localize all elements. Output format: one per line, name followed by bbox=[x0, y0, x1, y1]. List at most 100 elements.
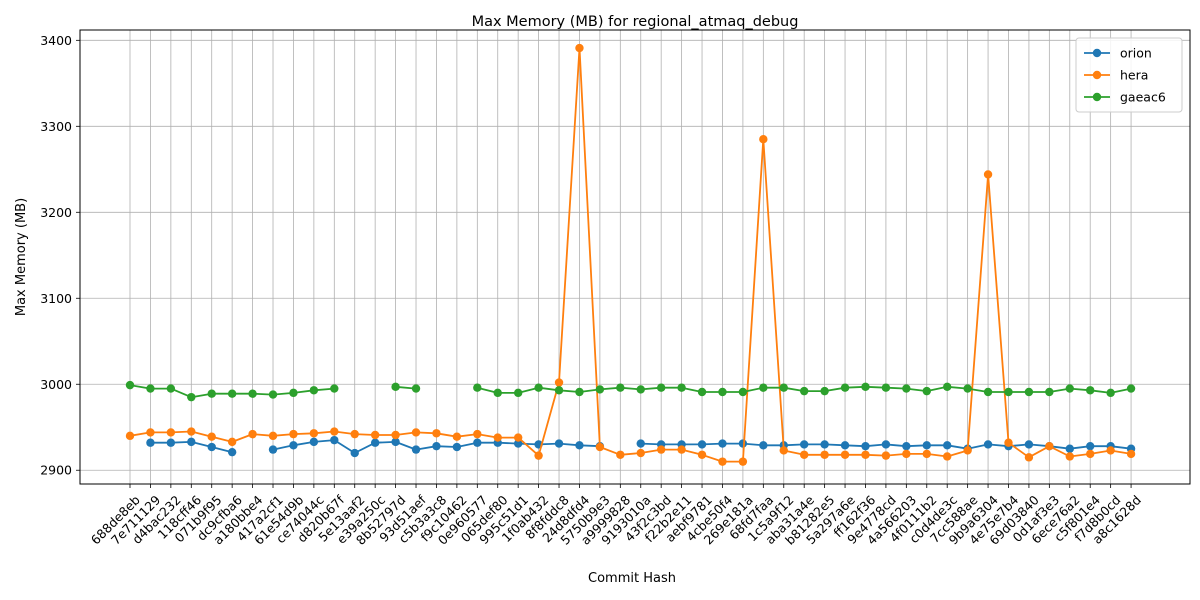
data-point bbox=[1024, 453, 1034, 462]
data-point bbox=[452, 442, 462, 452]
y-tick-label: 2900 bbox=[40, 463, 72, 478]
data-point bbox=[840, 383, 850, 392]
data-point bbox=[166, 438, 176, 447]
data-point bbox=[861, 450, 870, 459]
data-point bbox=[922, 386, 931, 396]
data-point bbox=[1065, 444, 1074, 453]
data-point bbox=[513, 439, 523, 448]
data-point bbox=[554, 378, 564, 387]
data-point bbox=[146, 428, 155, 437]
y-tick-label: 3000 bbox=[40, 377, 72, 392]
data-point bbox=[759, 383, 768, 392]
data-point bbox=[309, 386, 319, 395]
data-point bbox=[656, 383, 666, 392]
data-point bbox=[187, 427, 196, 436]
data-point bbox=[881, 440, 891, 449]
data-point bbox=[983, 440, 993, 449]
data-point bbox=[289, 441, 298, 450]
legend-swatch-marker bbox=[1092, 48, 1102, 58]
legend-box bbox=[1075, 37, 1183, 113]
data-point bbox=[248, 429, 257, 439]
legend-label: hera bbox=[1120, 68, 1148, 83]
data-point bbox=[840, 441, 850, 450]
data-point bbox=[1024, 440, 1034, 449]
data-point bbox=[187, 392, 196, 402]
data-point bbox=[922, 441, 931, 450]
data-point bbox=[534, 383, 543, 392]
data-point bbox=[411, 445, 421, 454]
data-point bbox=[146, 438, 155, 447]
data-point bbox=[575, 387, 584, 397]
y-tick-label: 3200 bbox=[40, 205, 72, 220]
data-point bbox=[391, 437, 400, 447]
data-point bbox=[1086, 441, 1095, 451]
data-point bbox=[738, 457, 748, 466]
legend-label: orion bbox=[1120, 46, 1152, 61]
data-point bbox=[922, 449, 931, 459]
data-point bbox=[779, 383, 788, 392]
data-point bbox=[779, 446, 788, 455]
data-point bbox=[227, 389, 237, 398]
data-point bbox=[799, 440, 809, 449]
data-point bbox=[616, 450, 625, 459]
data-point bbox=[554, 439, 564, 448]
data-point bbox=[432, 441, 441, 451]
legend-swatch-marker bbox=[1092, 70, 1102, 80]
y-tick-label: 3100 bbox=[40, 291, 72, 306]
data-point bbox=[718, 387, 727, 397]
data-point bbox=[534, 451, 543, 460]
data-point bbox=[738, 387, 748, 397]
data-point bbox=[289, 429, 298, 439]
data-point bbox=[636, 448, 645, 458]
data-point bbox=[902, 441, 911, 451]
data-point bbox=[268, 431, 278, 441]
data-point bbox=[1065, 384, 1074, 393]
data-point bbox=[983, 387, 993, 397]
data-point bbox=[840, 450, 850, 459]
data-point bbox=[411, 384, 421, 393]
legend: orion hera gaeac6 bbox=[1075, 37, 1183, 113]
data-point bbox=[166, 428, 176, 437]
data-point bbox=[1045, 387, 1054, 397]
data-point bbox=[1106, 446, 1115, 455]
legend-item: hera bbox=[1084, 68, 1148, 83]
data-point bbox=[1004, 387, 1013, 397]
data-point bbox=[575, 43, 584, 53]
data-point bbox=[268, 390, 278, 399]
data-point bbox=[207, 442, 216, 452]
series-hera bbox=[125, 43, 1136, 466]
data-point bbox=[309, 429, 319, 438]
data-point bbox=[391, 430, 400, 440]
data-point bbox=[799, 450, 809, 459]
data-point bbox=[595, 442, 605, 452]
data-point bbox=[697, 440, 707, 449]
data-point bbox=[146, 384, 155, 393]
data-point bbox=[1086, 386, 1095, 395]
data-point bbox=[554, 386, 564, 395]
y-tick-label: 3400 bbox=[40, 33, 72, 48]
data-point bbox=[697, 387, 707, 397]
legend-item: orion bbox=[1084, 46, 1152, 61]
data-point bbox=[125, 380, 135, 390]
data-point bbox=[983, 170, 993, 179]
plot-frame bbox=[79, 29, 1191, 485]
series-layer bbox=[125, 43, 1136, 466]
data-point bbox=[636, 439, 645, 448]
data-point bbox=[656, 445, 666, 454]
data-point bbox=[963, 384, 972, 393]
data-point bbox=[820, 440, 829, 449]
data-point bbox=[1126, 449, 1136, 459]
data-point bbox=[963, 446, 972, 455]
data-point bbox=[677, 445, 686, 454]
data-point bbox=[187, 437, 196, 447]
data-point bbox=[636, 385, 645, 394]
data-point bbox=[370, 430, 380, 440]
data-point bbox=[207, 432, 216, 441]
data-point bbox=[493, 388, 502, 398]
legend-swatch-marker bbox=[1092, 92, 1102, 102]
data-point bbox=[718, 439, 727, 448]
data-point bbox=[820, 450, 829, 459]
data-point bbox=[350, 429, 359, 439]
data-point bbox=[575, 441, 584, 450]
